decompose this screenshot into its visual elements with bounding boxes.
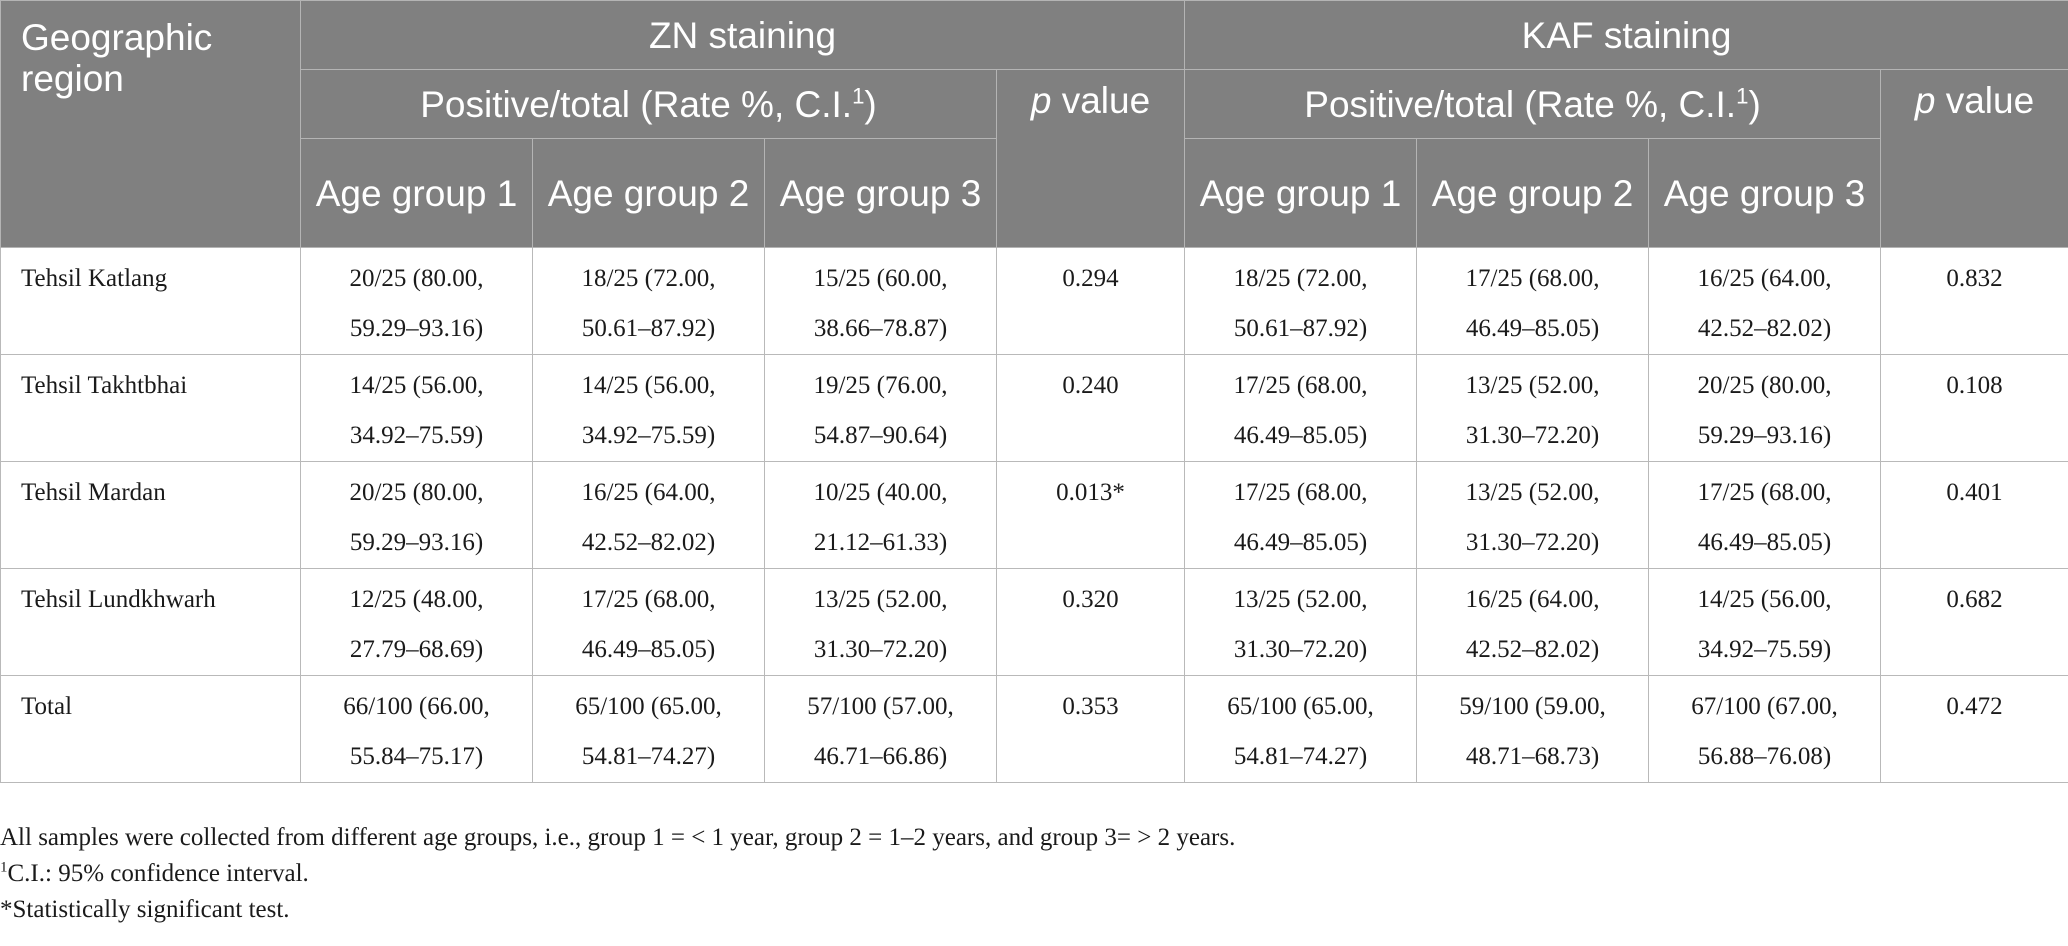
kaf-age-group-3-cell: 67/100 (67.00, 56.88–76.08) — [1648, 675, 1882, 783]
zn-age-group-3-cell: 15/25 (60.00, 38.66–78.87) — [764, 247, 997, 355]
zn-age-group-2-cell: 18/25 (72.00, 50.61–87.92) — [532, 247, 765, 355]
header-zn-p-value: p value — [995, 69, 1186, 248]
zn-age-group-3-cell: 19/25 (76.00, 54.87–90.64) — [764, 354, 997, 462]
zn-p-value-cell: 0.353 — [995, 675, 1186, 783]
region-cell: Tehsil Katlang — [0, 247, 301, 355]
header-row-2: Positive/total (Rate %, C.I.1) p value P… — [1, 69, 2068, 248]
zn-age-group-1-cell: 20/25 (80.00, 59.29–93.16) — [300, 247, 533, 355]
kaf-age-group-2-cell: 16/25 (64.00, 42.52–82.02) — [1416, 568, 1650, 676]
header-zn-staining: ZN staining — [299, 0, 1186, 70]
kaf-age-group-1-cell: 18/25 (72.00, 50.61–87.92) — [1184, 247, 1418, 355]
table-row: Tehsil Lundkhwarh 12/25 (48.00, 27.79–68.… — [0, 568, 2068, 676]
kaf-p-value-cell: 0.108 — [1880, 354, 2068, 462]
header-geographic-region: Geographic region — [0, 0, 301, 248]
kaf-age-group-2-cell: 59/100 (59.00, 48.71–68.73) — [1416, 675, 1650, 783]
zn-age-group-1-cell: 12/25 (48.00, 27.79–68.69) — [300, 568, 533, 676]
kaf-age-group-1-cell: 17/25 (68.00, 46.49–85.05) — [1184, 354, 1418, 462]
kaf-age-group-1-cell: 17/25 (68.00, 46.49–85.05) — [1184, 461, 1418, 569]
zn-p-value-cell: 0.013* — [995, 461, 1186, 569]
region-cell: Tehsil Lundkhwarh — [0, 568, 301, 676]
header-kaf-staining: KAF staining — [1184, 0, 2068, 70]
zn-age-group-2-cell: 16/25 (64.00, 42.52–82.02) — [532, 461, 765, 569]
zn-age-group-3-cell: 57/100 (57.00, 46.71–66.86) — [764, 675, 997, 783]
header-kaf-positive-total: Positive/total (Rate %, C.I.1) — [1184, 69, 1882, 139]
zn-age-group-1-cell: 20/25 (80.00, 59.29–93.16) — [300, 461, 533, 569]
zn-age-group-3-cell: 13/25 (52.00, 31.30–72.20) — [764, 568, 997, 676]
kaf-age-group-3-cell: 14/25 (56.00, 34.92–75.59) — [1648, 568, 1882, 676]
kaf-age-group-3-cell: 20/25 (80.00, 59.29–93.16) — [1648, 354, 1882, 462]
zn-p-value-cell: 0.320 — [995, 568, 1186, 676]
header-zn-age-group-2: Age group 2 — [532, 138, 765, 248]
header-kaf-age-group-3: Age group 3 — [1648, 138, 1882, 248]
header-row-1: Geographic region ZN staining KAF staini… — [0, 0, 2068, 248]
footnote-ci: 1C.I.: 95% confidence interval. — [0, 859, 309, 887]
region-cell: Tehsil Takhtbhai — [0, 354, 301, 462]
kaf-p-value-cell: 0.472 — [1880, 675, 2068, 783]
zn-age-group-1-cell: 14/25 (56.00, 34.92–75.59) — [300, 354, 533, 462]
table-row: Tehsil Katlang 20/25 (80.00, 59.29–93.16)… — [0, 247, 2068, 355]
zn-p-value-cell: 0.294 — [995, 247, 1186, 355]
header-zn-age-group-3: Age group 3 — [764, 138, 997, 248]
zn-age-group-2-cell: 14/25 (56.00, 34.92–75.59) — [532, 354, 765, 462]
table-container: Geographic region ZN staining KAF staini… — [0, 0, 2068, 783]
zn-age-group-2-cell: 17/25 (68.00, 46.49–85.05) — [532, 568, 765, 676]
header-zn-age-group-1: Age group 1 — [300, 138, 533, 248]
kaf-age-group-1-cell: 65/100 (65.00, 54.81–74.27) — [1184, 675, 1418, 783]
table-row-total: Total 66/100 (66.00, 55.84–75.17) 65/100 … — [0, 675, 2068, 783]
zn-p-value-cell: 0.240 — [995, 354, 1186, 462]
footnote-significance: *Statistically significant test. — [0, 896, 290, 923]
kaf-age-group-1-cell: 13/25 (52.00, 31.30–72.20) — [1184, 568, 1418, 676]
zn-age-group-3-cell: 10/25 (40.00, 21.12–61.33) — [764, 461, 997, 569]
kaf-age-group-3-cell: 17/25 (68.00, 46.49–85.05) — [1648, 461, 1882, 569]
results-table: Geographic region ZN staining KAF staini… — [0, 0, 2068, 783]
header-row-3: Age group 1 Age group 2 Age group 3 Age … — [1, 138, 2068, 248]
header-kaf-age-group-2: Age group 2 — [1416, 138, 1650, 248]
table-footnotes: All samples were collected from differen… — [0, 820, 2068, 928]
header-zn-positive-total: Positive/total (Rate %, C.I.1) — [300, 69, 997, 139]
kaf-age-group-3-cell: 16/25 (64.00, 42.52–82.02) — [1648, 247, 1882, 355]
table-row: Tehsil Mardan 20/25 (80.00, 59.29–93.16) … — [0, 461, 2068, 569]
footnote-age-groups: All samples were collected from differen… — [0, 824, 1236, 851]
zn-age-group-1-cell: 66/100 (66.00, 55.84–75.17) — [300, 675, 533, 783]
kaf-age-group-2-cell: 13/25 (52.00, 31.30–72.20) — [1416, 354, 1650, 462]
table-row: Tehsil Takhtbhai 14/25 (56.00, 34.92–75.5… — [0, 354, 2068, 462]
kaf-p-value-cell: 0.682 — [1880, 568, 2068, 676]
header-kaf-age-group-1: Age group 1 — [1184, 138, 1418, 248]
zn-age-group-2-cell: 65/100 (65.00, 54.81–74.27) — [532, 675, 765, 783]
kaf-p-value-cell: 0.832 — [1880, 247, 2068, 355]
kaf-age-group-2-cell: 13/25 (52.00, 31.30–72.20) — [1416, 461, 1650, 569]
region-cell: Total — [0, 675, 301, 783]
header-kaf-p-value: p value — [1880, 69, 2068, 248]
kaf-age-group-2-cell: 17/25 (68.00, 46.49–85.05) — [1416, 247, 1650, 355]
kaf-p-value-cell: 0.401 — [1880, 461, 2068, 569]
region-cell: Tehsil Mardan — [0, 461, 301, 569]
